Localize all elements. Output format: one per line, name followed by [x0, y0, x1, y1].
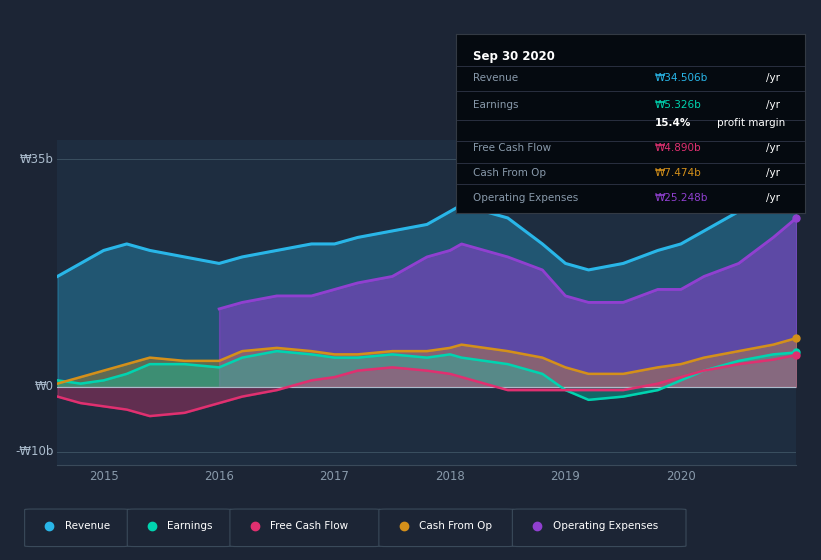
- FancyBboxPatch shape: [127, 509, 232, 547]
- Text: -₩10b: -₩10b: [16, 445, 54, 458]
- Text: Revenue: Revenue: [473, 73, 518, 83]
- FancyBboxPatch shape: [25, 509, 129, 547]
- Text: Earnings: Earnings: [473, 100, 519, 110]
- Text: ₩7.474b: ₩7.474b: [654, 169, 701, 179]
- Text: /yr: /yr: [766, 169, 780, 179]
- Text: Operating Expenses: Operating Expenses: [553, 521, 658, 531]
- Text: Revenue: Revenue: [65, 521, 110, 531]
- Text: Earnings: Earnings: [167, 521, 213, 531]
- Text: Operating Expenses: Operating Expenses: [473, 193, 578, 203]
- FancyBboxPatch shape: [512, 509, 686, 547]
- Text: /yr: /yr: [766, 193, 780, 203]
- Text: ₩35b: ₩35b: [20, 153, 54, 166]
- Text: 15.4%: 15.4%: [654, 118, 691, 128]
- Text: Cash From Op: Cash From Op: [419, 521, 492, 531]
- Text: profit margin: profit margin: [718, 118, 786, 128]
- Text: ₩0: ₩0: [34, 380, 54, 393]
- Text: ₩4.890b: ₩4.890b: [654, 143, 701, 153]
- Text: Sep 30 2020: Sep 30 2020: [473, 50, 555, 63]
- FancyBboxPatch shape: [230, 509, 380, 547]
- Text: /yr: /yr: [766, 143, 780, 153]
- Text: ₩5.326b: ₩5.326b: [654, 100, 701, 110]
- Text: ₩34.506b: ₩34.506b: [654, 73, 708, 83]
- Text: Free Cash Flow: Free Cash Flow: [270, 521, 348, 531]
- Text: /yr: /yr: [766, 73, 780, 83]
- Text: Cash From Op: Cash From Op: [473, 169, 546, 179]
- Text: Free Cash Flow: Free Cash Flow: [473, 143, 551, 153]
- Text: /yr: /yr: [766, 100, 780, 110]
- FancyBboxPatch shape: [378, 509, 514, 547]
- Text: ₩25.248b: ₩25.248b: [654, 193, 708, 203]
